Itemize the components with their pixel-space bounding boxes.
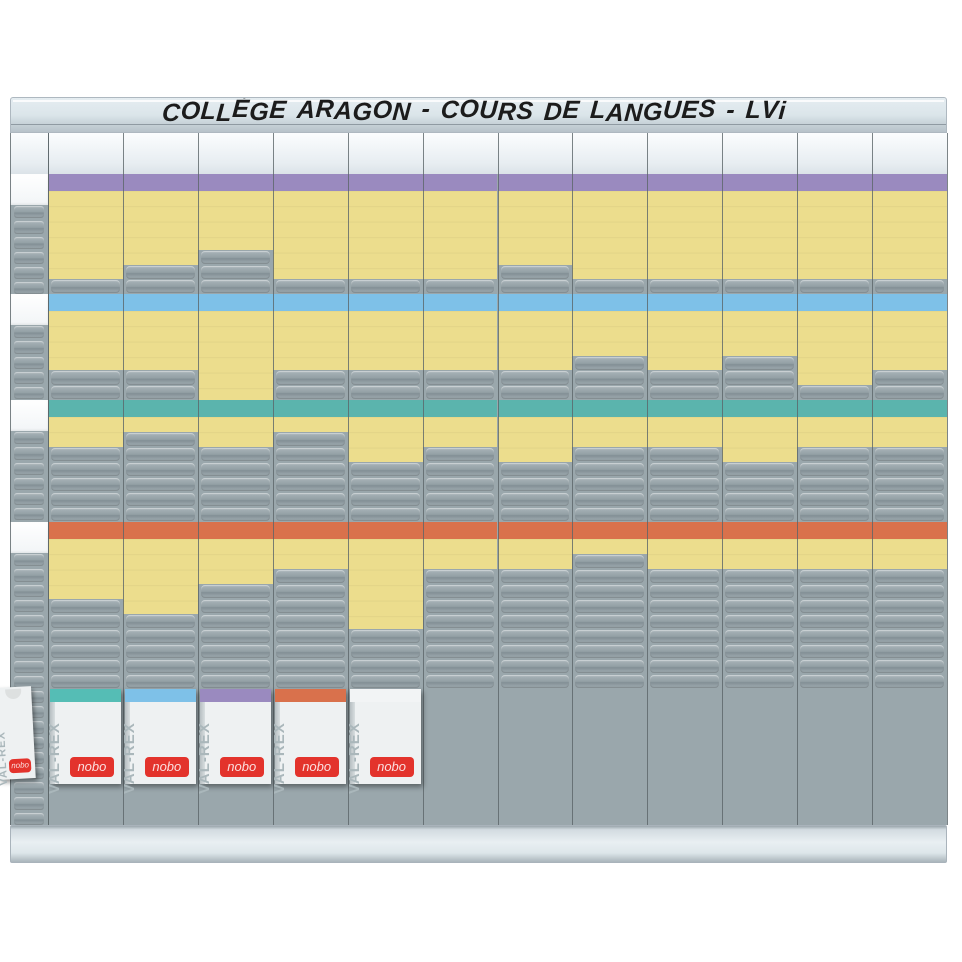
svg-text:COLLÈGE ARAGON - COURS DE LANG: COLLÈGE ARAGON - COURS DE LANGUES - LVi — [161, 98, 788, 127]
